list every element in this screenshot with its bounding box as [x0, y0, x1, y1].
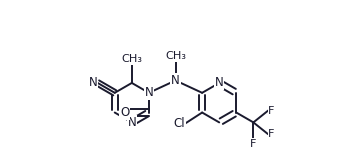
Text: F: F — [268, 106, 275, 116]
Text: O: O — [120, 106, 129, 119]
Text: N: N — [127, 116, 136, 129]
Text: Cl: Cl — [174, 117, 185, 130]
Text: CH₃: CH₃ — [165, 51, 186, 61]
Text: F: F — [268, 129, 275, 139]
Text: CH₃: CH₃ — [121, 54, 142, 64]
Text: N: N — [89, 76, 98, 89]
Text: N: N — [144, 86, 153, 99]
Text: N: N — [171, 74, 180, 87]
Text: F: F — [250, 139, 257, 149]
Text: N: N — [215, 76, 224, 89]
